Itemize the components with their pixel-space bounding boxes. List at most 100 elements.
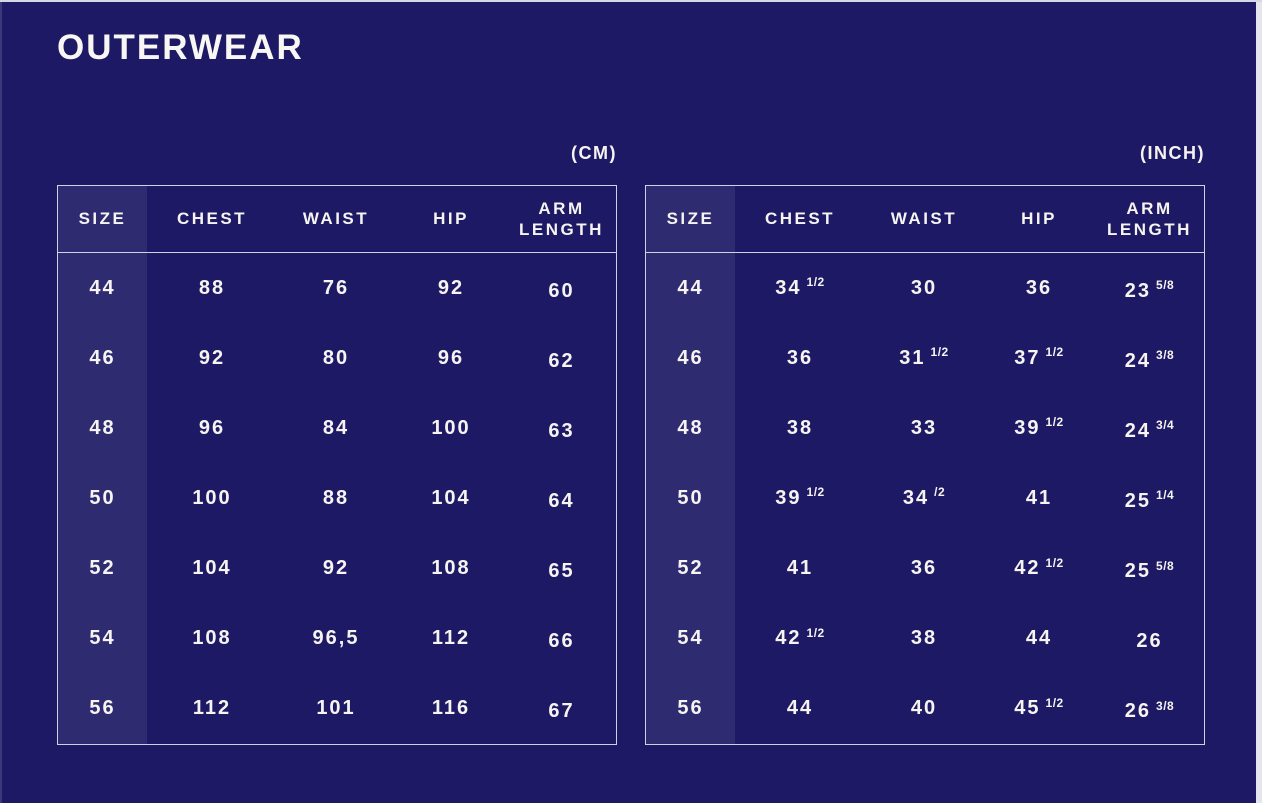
value-fraction: 1/2: [806, 275, 825, 290]
cell-waist: 76: [322, 276, 350, 299]
cell-waist: 101: [316, 697, 356, 720]
cell-size: 46: [58, 323, 147, 394]
cell-chest: 42 1/2: [735, 604, 865, 674]
cell-waist: 80: [322, 346, 350, 369]
value-whole: 24: [1124, 349, 1152, 372]
table-row: 50 100 88 104 64: [58, 463, 616, 534]
cell-chest: 44: [786, 697, 814, 720]
cell-chest: 34 1/2: [735, 253, 865, 323]
cell-arm-length: 24 3/4: [1095, 396, 1204, 466]
size-table-inch: SIZE CHEST WAIST HIP ARM LENGTH 44 34 1/2 30 36 23…: [645, 185, 1205, 745]
cell-size: 56: [646, 673, 735, 744]
value-whole: 31: [899, 346, 926, 369]
value-fraction: 5/8: [1156, 278, 1175, 293]
header-row: SIZE CHEST WAIST HIP ARM LENGTH: [646, 186, 1204, 253]
window-edge-left: [0, 2, 2, 803]
value-fraction: /2: [934, 485, 946, 500]
cell-chest: 108: [192, 627, 232, 650]
table-row: 46 36 31 1/2 37 1/2 24 3/8: [646, 323, 1204, 396]
value-fraction: 1/2: [930, 345, 949, 360]
column-header-chest: CHEST: [176, 209, 248, 229]
value-whole: 42: [1014, 557, 1041, 580]
cell-chest: 36: [786, 346, 814, 369]
table-row: 44 88 76 92 60: [58, 253, 616, 324]
value-fraction: 1/4: [1156, 488, 1175, 503]
cell-size: 48: [646, 393, 735, 464]
cell-chest: 112: [192, 697, 232, 720]
cell-arm-length: 26: [1136, 630, 1163, 653]
value-fraction: 1/2: [1045, 695, 1064, 710]
value-fraction: 1/2: [1045, 415, 1064, 430]
cell-chest: 39 1/2: [735, 463, 865, 533]
cell-arm-length: 65: [548, 560, 575, 583]
value-whole: 39: [1014, 416, 1041, 439]
value-whole: 26: [1124, 700, 1152, 723]
cell-size: 44: [58, 253, 147, 324]
column-header-arm-length: ARM LENGTH: [1107, 198, 1192, 239]
table-row: 54 108 96,5 112 66: [58, 603, 616, 674]
value-fraction: 3/8: [1156, 348, 1175, 363]
cell-waist: 38: [910, 627, 938, 650]
value-whole: 34: [902, 486, 930, 509]
cell-hip: 39 1/2: [983, 393, 1095, 463]
column-header-waist: WAIST: [302, 209, 370, 229]
value-whole: 23: [1124, 279, 1152, 302]
cell-size: 46: [646, 323, 735, 394]
table-row: 56 112 101 116 67: [58, 673, 616, 744]
value-whole: 24: [1124, 419, 1152, 442]
cell-size: 48: [58, 393, 147, 464]
cell-waist: 96,5: [312, 627, 360, 650]
cell-arm-length: 67: [548, 700, 575, 723]
value-fraction: 5/8: [1156, 558, 1175, 573]
cell-hip: 41: [1025, 486, 1053, 509]
cell-hip: 36: [1025, 276, 1053, 299]
cell-arm-length: 23 5/8: [1095, 256, 1204, 326]
value-fraction: 1/2: [806, 485, 825, 500]
cell-waist: 92: [322, 557, 350, 580]
cell-hip: 42 1/2: [983, 534, 1095, 604]
column-header-waist: WAIST: [890, 209, 958, 229]
value-fraction: 3/4: [1156, 418, 1175, 433]
column-header-size: SIZE: [646, 186, 735, 252]
cell-waist: 33: [910, 416, 938, 439]
cell-size: 56: [58, 673, 147, 744]
cell-hip: 96: [437, 346, 465, 369]
cell-arm-length: 62: [548, 349, 575, 372]
value-fraction: 1/2: [1045, 345, 1064, 360]
cell-waist: 30: [910, 276, 938, 299]
cell-size: 50: [58, 463, 147, 534]
cell-waist: 40: [910, 697, 938, 720]
cell-waist: 36: [910, 557, 938, 580]
value-whole: 39: [775, 486, 802, 509]
cell-arm-length: 25 1/4: [1095, 466, 1204, 536]
cell-size: 54: [58, 603, 147, 674]
value-fraction: 1/2: [1045, 555, 1064, 570]
value-whole: 37: [1014, 346, 1041, 369]
unit-label-inch: (INCH): [1140, 143, 1205, 163]
table-row: 52 104 92 108 65: [58, 533, 616, 604]
unit-label-cm: (CM): [571, 143, 617, 163]
column-header-arm-length: ARM LENGTH: [519, 198, 604, 239]
cell-hip: 104: [431, 486, 471, 509]
value-whole: 45: [1014, 697, 1041, 720]
column-header-hip: HIP: [1021, 209, 1057, 229]
page-title: OUTERWEAR: [57, 28, 304, 67]
cell-chest: 100: [192, 486, 232, 509]
cell-size: 54: [646, 603, 735, 674]
cell-hip: 44: [1025, 627, 1053, 650]
table-row: 48 96 84 100 63: [58, 393, 616, 464]
cell-chest: 104: [192, 557, 232, 580]
cell-hip: 37 1/2: [983, 323, 1095, 393]
cell-arm-length: 24 3/8: [1095, 326, 1204, 396]
cell-arm-length: 64: [548, 489, 575, 512]
cell-waist: 31 1/2: [865, 323, 983, 393]
table-row: 50 39 1/2 34/2 41 25 1/4: [646, 463, 1204, 536]
cell-size: 52: [58, 533, 147, 604]
cell-size: 52: [646, 533, 735, 604]
size-table-cm: SIZE CHEST WAIST HIP ARM LENGTH 44 88 76 92 60 46 9…: [57, 185, 617, 745]
cell-size: 44: [646, 253, 735, 324]
cell-size: 50: [646, 463, 735, 534]
cell-chest: 41: [786, 557, 814, 580]
cell-waist: 84: [322, 416, 350, 439]
